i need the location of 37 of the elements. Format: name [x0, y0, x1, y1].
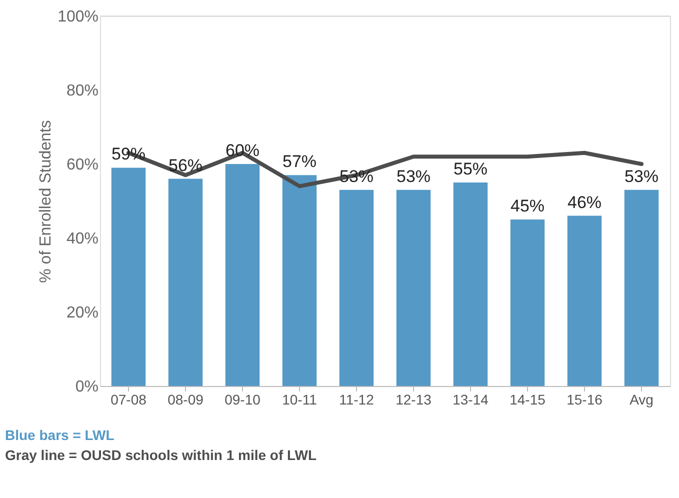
bar — [282, 175, 317, 386]
bar — [510, 220, 545, 386]
data-label: 57% — [282, 152, 317, 172]
data-label: 53% — [396, 166, 431, 186]
data-label: 45% — [510, 196, 545, 216]
data-label: 53% — [624, 166, 659, 186]
bar — [567, 216, 602, 386]
data-label: 56% — [168, 156, 203, 175]
bar — [168, 178, 203, 386]
x-tick-label: 12-13 — [396, 392, 432, 408]
y-axis-title: % of Enrolled Students — [38, 120, 55, 283]
data-label: 55% — [453, 160, 488, 178]
data-label: 46% — [567, 192, 602, 212]
y-tick-label: 100% — [58, 8, 98, 26]
y-tick-label: 40% — [66, 230, 98, 248]
x-tick-label: 09-10 — [224, 392, 261, 408]
x-tick-label: 08-09 — [168, 392, 204, 408]
x-tick-label: 15-16 — [566, 392, 603, 408]
bar — [111, 168, 146, 386]
data-label: 60% — [225, 141, 260, 160]
y-tick-label: 0% — [75, 378, 98, 396]
bar — [396, 190, 431, 386]
bar — [225, 164, 260, 386]
x-tick-label: Avg — [630, 392, 654, 408]
y-tick-label: 60% — [66, 156, 98, 174]
x-tick-label: 13-14 — [452, 392, 489, 408]
x-tick-label: 14-15 — [510, 392, 546, 408]
x-tick-label: 07-08 — [110, 392, 147, 408]
text: Gray line = OUSD schools within 1 mile of LWL — [5, 447, 318, 463]
x-tick-label: 10-11 — [282, 392, 318, 408]
y-tick-label: 20% — [66, 304, 98, 322]
bar — [453, 182, 488, 386]
x-tick-label: 11-12 — [339, 392, 374, 408]
bar — [339, 190, 374, 386]
y-tick-label: 80% — [66, 82, 98, 100]
text: Blue bars = LWL — [5, 427, 115, 443]
bar — [624, 190, 659, 386]
